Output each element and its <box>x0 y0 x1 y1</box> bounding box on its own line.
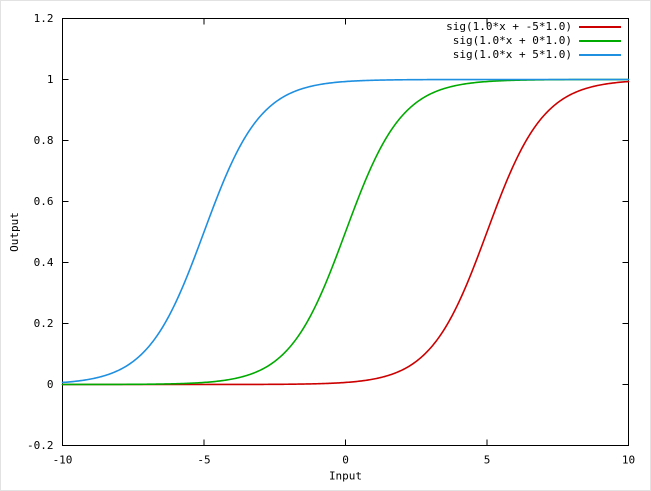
y-tick-label: 0.6 <box>34 195 54 208</box>
chart-legend: sig(1.0*x + -5*1.0)sig(1.0*x + 0*1.0)sig… <box>446 20 621 61</box>
legend-label: sig(1.0*x + 0*1.0) <box>453 34 572 47</box>
y-tick-label: -0.2 <box>27 439 54 452</box>
x-tick-label: -5 <box>197 454 210 467</box>
x-tick-label: -10 <box>53 454 73 467</box>
x-axis-label: Input <box>329 470 362 483</box>
y-tick-label: 1 <box>47 73 54 86</box>
x-tick-label: 5 <box>484 454 491 467</box>
plot-frame <box>62 18 629 446</box>
legend-label: sig(1.0*x + 5*1.0) <box>453 48 572 61</box>
y-tick-label: 0 <box>47 378 54 391</box>
y-tick-label: 0.8 <box>34 134 54 147</box>
legend-label: sig(1.0*x + -5*1.0) <box>446 20 572 33</box>
y-tick-label: 0.4 <box>34 256 54 269</box>
series-line <box>61 78 630 384</box>
series-lines <box>61 78 630 386</box>
y-axis-label: Output <box>8 212 21 252</box>
y-tick-label: 1.2 <box>34 12 54 25</box>
y-axis-ticks: -0.2 0 0.2 0.4 0.6 0.8 1 1.2 <box>27 12 629 452</box>
x-tick-label: 10 <box>622 454 635 467</box>
series-line <box>61 78 630 386</box>
y-tick-label: 0.2 <box>34 317 54 330</box>
x-tick-label: 0 <box>342 454 349 467</box>
x-axis-ticks: -10 -5 0 5 10 <box>53 18 635 467</box>
